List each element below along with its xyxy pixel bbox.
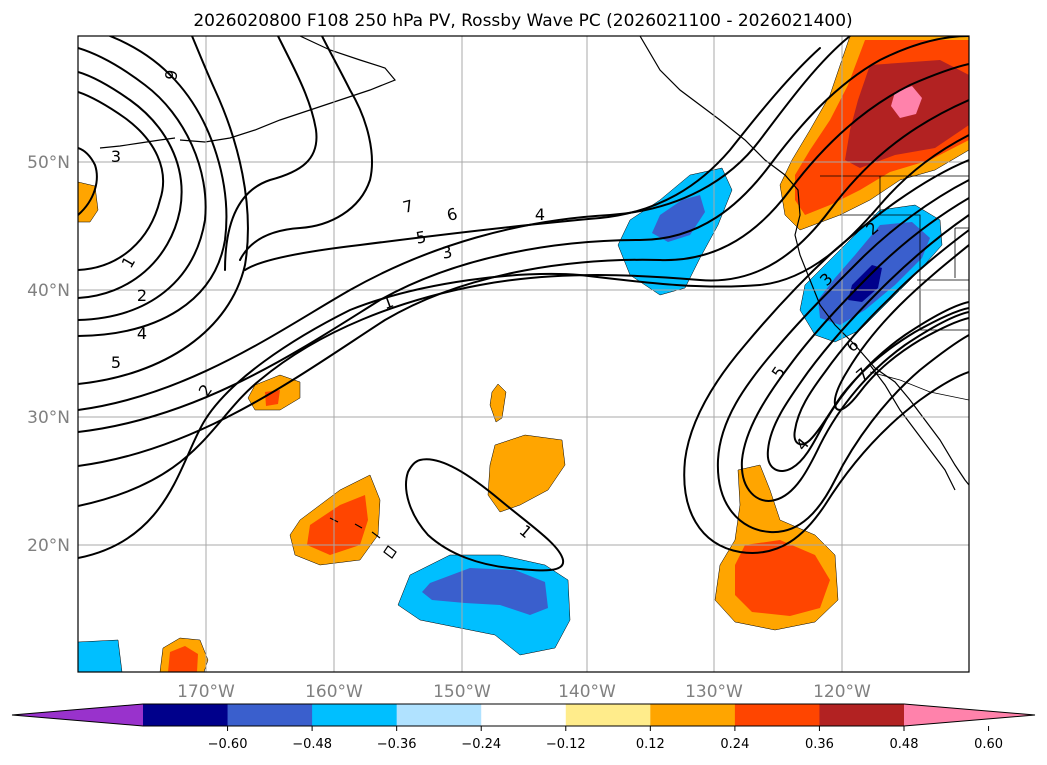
map-title: 2026020800 F108 250 hPa PV, Rossby Wave … xyxy=(193,11,852,31)
colorbar-swatch xyxy=(481,704,567,726)
latitude-labels: 50°N 40°N 30°N 20°N xyxy=(27,153,70,556)
trough-contour-4 xyxy=(683,159,969,554)
contour-upper-3 xyxy=(78,99,969,507)
colorbar-swatch xyxy=(734,704,820,726)
colorbar-outline xyxy=(11,703,1036,727)
lon-label-120w: 120°W xyxy=(813,682,871,702)
trough-contour-6 xyxy=(833,244,969,411)
colorbar-swatch xyxy=(396,704,482,726)
colorbar-extend-low xyxy=(12,704,143,726)
colorbar-swatch xyxy=(312,704,398,726)
contour-upper-2 xyxy=(78,63,969,467)
colorbar-tick-label: 0.36 xyxy=(805,737,834,752)
contour-west-1 xyxy=(78,91,165,271)
north-america-coastline xyxy=(639,36,969,486)
colorbar-tick-label: 0.60 xyxy=(974,737,1003,752)
colorbar-tick-label: −0.36 xyxy=(377,737,417,752)
colorbar-tick-label: −0.48 xyxy=(292,737,332,752)
colorbar-tick-label: 0.12 xyxy=(636,737,665,752)
lat-label-20n: 20°N xyxy=(27,536,70,556)
contour-label-5-west: 5 xyxy=(111,353,121,372)
lon-label-160w: 160°W xyxy=(305,682,363,702)
contour-label-7: 7 xyxy=(401,196,416,217)
contour-label-5-mid: 5 xyxy=(414,227,427,247)
pv-contours xyxy=(78,36,969,572)
colorbar-tick-label: −0.24 xyxy=(461,737,501,752)
trough-contour-3 xyxy=(766,214,969,472)
us-state-borders xyxy=(840,176,969,331)
contour-label-2-west: 2 xyxy=(137,286,147,305)
colorbar-swatch xyxy=(650,704,736,726)
negative-anomaly-subtropics-core xyxy=(422,568,548,615)
colorbar-tick-label: −0.60 xyxy=(208,737,248,752)
contour-west-4 xyxy=(78,36,228,337)
contour-label-3-mid: 3 xyxy=(440,242,453,262)
shaded-anomalies xyxy=(78,36,969,672)
trough-contour-1 xyxy=(716,179,969,534)
contour-upper-1 xyxy=(78,36,969,433)
contour-upper-5 xyxy=(239,36,373,261)
contour-label-6: 6 xyxy=(445,204,460,225)
positive-anomaly-southeast-core xyxy=(735,540,830,616)
trough-contour-2 xyxy=(740,197,969,502)
colorbar-extend-high xyxy=(904,704,1035,726)
contour-west-2 xyxy=(78,71,183,299)
positive-anomaly-near-hawaii-core xyxy=(307,495,368,555)
colorbar-swatch xyxy=(565,704,651,726)
positive-anomaly-left-edge xyxy=(78,181,99,223)
negative-anomaly-bottom-left xyxy=(78,639,123,672)
colorbar-tick-label: 0.48 xyxy=(890,737,919,752)
contour-upper-7 xyxy=(244,47,821,271)
trough-contour-5 xyxy=(793,229,969,446)
positive-anomaly-northeast-peak xyxy=(891,86,922,118)
map-frame xyxy=(77,35,970,673)
contour-label-3-west: 3 xyxy=(111,147,121,166)
contour-west-5 xyxy=(78,36,249,385)
contour-upper-4 xyxy=(78,134,969,559)
positive-anomaly-sliver xyxy=(489,383,507,423)
contour-label-4-west: 4 xyxy=(137,324,147,343)
contour-label-9: 9 xyxy=(161,68,181,81)
negative-anomaly-california-core xyxy=(848,265,882,302)
colorbar-tick-label: −0.12 xyxy=(546,737,586,752)
coastlines xyxy=(99,36,969,559)
contour-far-west xyxy=(78,147,98,216)
alaska-coastline xyxy=(179,36,396,143)
positive-anomaly-bottom-core xyxy=(168,646,198,672)
lon-label-150w: 150°W xyxy=(433,682,491,702)
baja-coastline xyxy=(869,364,956,491)
aleutian-islands xyxy=(99,137,176,149)
colorbar-swatch xyxy=(143,704,229,726)
longitude-labels: 170°W 160°W 150°W 140°W 130°W 120°W xyxy=(177,682,871,702)
lat-label-50n: 50°N xyxy=(27,153,70,173)
map-area: 9 3 1 2 4 5 2 7 6 5 3 4 1 1 2 3 5 6 7 4 xyxy=(78,36,969,672)
colorbar-swatch xyxy=(819,704,905,726)
contour-upper-6 xyxy=(224,36,318,271)
lat-label-30n: 30°N xyxy=(27,408,70,428)
closed-contour-subtropics xyxy=(405,458,565,572)
contour-west-3 xyxy=(78,47,207,321)
lon-label-170w: 170°W xyxy=(177,682,235,702)
contour-label-4-mid: 4 xyxy=(535,205,545,224)
colorbar-swatch xyxy=(227,704,313,726)
lat-label-40n: 40°N xyxy=(27,281,70,301)
colorbar-tick-label: 0.24 xyxy=(720,737,749,752)
contour-upper-north xyxy=(78,36,851,411)
colorbar: −0.60 −0.48 −0.36 −0.24 −0.12 0.12 0.24 0.36 0.4… xyxy=(11,703,1036,752)
lon-label-140w: 140°W xyxy=(558,682,616,702)
positive-anomaly-central xyxy=(487,434,566,513)
mexico-border xyxy=(869,371,969,401)
lon-label-130w: 130°W xyxy=(685,682,743,702)
